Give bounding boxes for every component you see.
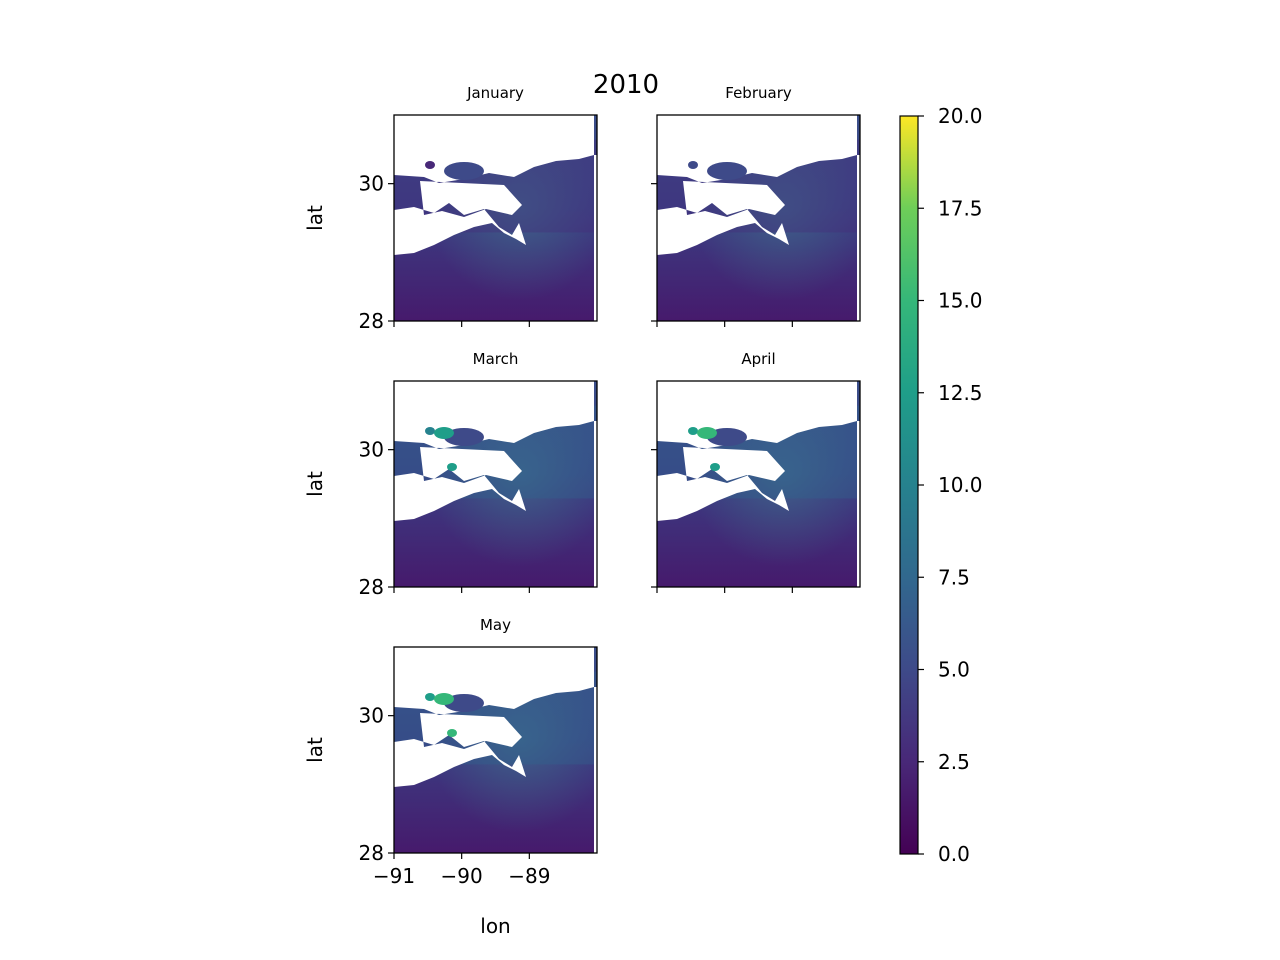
panel-january: January 28 30 lat (303, 84, 598, 333)
colorbar-tick-label: 20.0 (938, 104, 983, 128)
colorbar-tick-label: 12.5 (938, 381, 983, 405)
y-axis-label: lat (303, 471, 327, 497)
bloom-patch (434, 427, 454, 439)
y-tick-label: 28 (359, 575, 384, 599)
panel-march: March 28 30 lat (303, 350, 598, 599)
colorbar-tick-label: 17.5 (938, 196, 983, 220)
x-tick-label: −91 (373, 864, 415, 888)
x-tick-label: −90 (441, 864, 483, 888)
panel-may: May −91 −90 −89 28 30 lat lon (303, 616, 598, 938)
no-data-strip (594, 421, 597, 587)
y-tick-label: 30 (359, 172, 384, 196)
colorbar-gradient (900, 116, 918, 854)
panel-title: February (725, 84, 792, 102)
axes-frame (656, 114, 861, 322)
colorbar-tick-label: 0.0 (938, 842, 970, 866)
axes-frame (393, 646, 598, 854)
figure-title: 2010 (593, 70, 659, 100)
panel-title: May (480, 616, 511, 634)
no-data-strip (594, 687, 597, 853)
land-mask (394, 647, 594, 787)
x-axis-label: lon (480, 914, 510, 938)
panels: January 28 30 lat February March 28 30 lat April M… (303, 84, 861, 938)
panel-april: April (651, 350, 861, 593)
no-data-strip (857, 155, 860, 321)
lake-maurepas (688, 161, 698, 169)
land-mask (394, 115, 594, 255)
lake-pontchartrain (444, 694, 484, 712)
axes-frame (393, 114, 598, 322)
panel-title: March (473, 350, 519, 368)
axes-frame (393, 380, 598, 588)
colorbar-tick-label: 2.5 (938, 750, 970, 774)
x-tick-label: −89 (508, 864, 550, 888)
y-tick-label: 30 (359, 438, 384, 462)
lake-pontchartrain (707, 162, 747, 180)
lake-pontchartrain (444, 162, 484, 180)
bloom-patch (710, 463, 720, 471)
bloom-patch (447, 729, 457, 737)
y-tick-label: 28 (359, 309, 384, 333)
lake-pontchartrain (707, 428, 747, 446)
colorbar-tick-label: 15.0 (938, 289, 983, 313)
y-axis-label: lat (303, 737, 327, 763)
bloom-patch (447, 463, 457, 471)
colorbar: 0.0 2.5 5.0 7.5 10.0 12.5 15.0 17.5 20.0 (899, 104, 983, 866)
colorbar-tick-label: 10.0 (938, 473, 983, 497)
lake-maurepas (425, 693, 435, 701)
axes-frame (656, 380, 861, 588)
lake-maurepas (425, 427, 435, 435)
panel-title: January (466, 84, 524, 102)
no-data-strip (857, 421, 860, 587)
colorbar-tick-label: 5.0 (938, 658, 970, 682)
bloom-patch (697, 427, 717, 439)
land-mask (394, 381, 594, 521)
lake-maurepas (425, 161, 435, 169)
y-axis-label: lat (303, 205, 327, 231)
panel-february: February (651, 84, 861, 327)
panel-title: April (741, 350, 775, 368)
land-mask (657, 115, 857, 255)
lake-pontchartrain (444, 428, 484, 446)
no-data-strip (594, 155, 597, 321)
colorbar-ticks: 0.0 2.5 5.0 7.5 10.0 12.5 15.0 17.5 20.0 (918, 104, 983, 866)
land-mask (657, 381, 857, 521)
y-tick-label: 28 (359, 841, 384, 865)
y-tick-label: 30 (359, 704, 384, 728)
lake-maurepas (688, 427, 698, 435)
bloom-patch (434, 693, 454, 705)
colorbar-tick-label: 7.5 (938, 565, 970, 589)
